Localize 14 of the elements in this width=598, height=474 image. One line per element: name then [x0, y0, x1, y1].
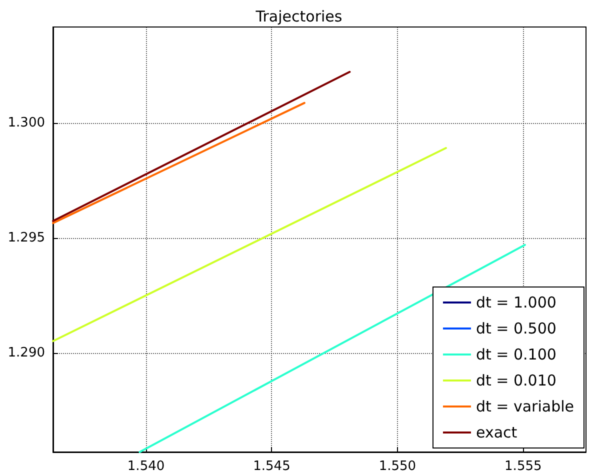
legend-label: dt = 1.000	[476, 294, 556, 312]
x-tick-label: 1.555	[504, 459, 542, 474]
legend-label: dt = 0.010	[476, 372, 556, 390]
legend-label: dt = 0.500	[476, 320, 556, 338]
y-tick-label: 1.295	[8, 230, 45, 246]
legend-label: exact	[476, 424, 518, 442]
y-tick-label: 1.300	[8, 115, 45, 130]
legend-label: dt = variable	[476, 398, 574, 416]
chart-title: Trajectories	[254, 8, 342, 26]
y-tick-label: 1.290	[8, 346, 45, 361]
x-tick-label: 1.545	[253, 459, 290, 474]
x-tick-label: 1.550	[378, 459, 416, 474]
legend-label: dt = 0.100	[476, 346, 556, 364]
x-tick-label: 1.540	[127, 459, 165, 474]
